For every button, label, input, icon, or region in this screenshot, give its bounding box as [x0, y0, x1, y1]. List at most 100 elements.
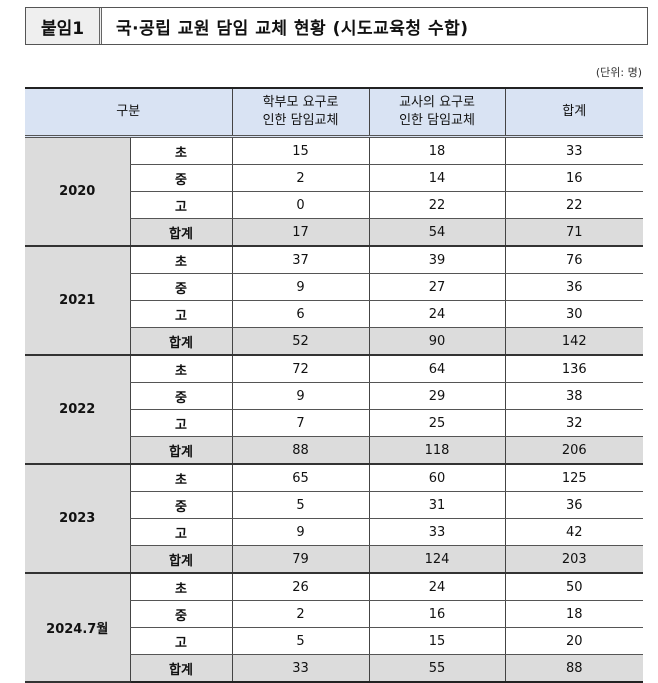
teacher-request-cell: 24 [368, 300, 506, 328]
year-cell: 2020 [25, 136, 130, 247]
total-cell: 20 [504, 627, 644, 655]
teacher-request-cell: 25 [368, 409, 506, 437]
parent-request-cell: 9 [231, 518, 370, 546]
school-level-cell: 초 [129, 573, 233, 601]
parent-request-cell: 33 [231, 654, 370, 683]
table-row: 고 5 15 20 [25, 627, 644, 655]
parent-request-cell: 26 [231, 573, 370, 601]
table-row: 고 7 25 32 [25, 409, 644, 437]
table-row-subtotal: 합계 33 55 88 [25, 654, 644, 683]
school-level-cell: 고 [129, 191, 233, 219]
parent-request-cell: 65 [231, 464, 370, 492]
teacher-request-cell: 16 [368, 600, 506, 628]
table-row: 2020 초 15 18 33 [25, 136, 644, 247]
total-cell: 42 [504, 518, 644, 546]
table-row-subtotal: 합계 88 118 206 [25, 436, 644, 465]
total-cell: 50 [504, 573, 644, 601]
table-row: 2021 초 37 39 76 [25, 246, 644, 356]
parent-request-cell: 7 [231, 409, 370, 437]
attachment-label: 붙임1 [26, 8, 102, 44]
teacher-request-cell: 27 [368, 273, 506, 301]
table-row-subtotal: 합계 52 90 142 [25, 327, 644, 356]
table-row: 고 0 22 22 [25, 191, 644, 219]
teacher-request-cell: 124 [368, 545, 506, 574]
parent-request-cell: 5 [231, 491, 370, 519]
teacher-request-cell: 118 [368, 436, 506, 465]
school-level-cell: 합계 [129, 218, 233, 247]
header-parent-request: 학부모 요구로 인한 담임교체 [231, 87, 370, 138]
unit-note: (단위: 명) [595, 66, 642, 79]
school-level-cell: 중 [129, 600, 233, 628]
year-cell: 2022 [25, 355, 130, 465]
parent-request-cell: 52 [231, 327, 370, 356]
table-row-subtotal: 합계 17 54 71 [25, 218, 644, 247]
teacher-request-cell: 39 [368, 246, 506, 274]
header-teacher-request: 교사의 요구로 인한 담임교체 [368, 87, 506, 138]
parent-request-cell: 6 [231, 300, 370, 328]
teacher-request-cell: 60 [368, 464, 506, 492]
parent-request-cell: 79 [231, 545, 370, 574]
teacher-request-cell: 33 [368, 518, 506, 546]
table-row: 중 9 29 38 [25, 382, 644, 410]
homeroom-replacement-table: 구분 학부모 요구로 인한 담임교체 교사의 요구로 인한 담임교체 합계 2020… [25, 87, 644, 683]
table-row: 2022 초 72 64 136 [25, 355, 644, 465]
year-cell: 2021 [25, 246, 130, 356]
total-cell: 38 [504, 382, 644, 410]
teacher-request-cell: 29 [368, 382, 506, 410]
header-category: 구분 [25, 87, 233, 138]
table-header-row: 구분 학부모 요구로 인한 담임교체 교사의 요구로 인한 담임교체 합계 [25, 87, 644, 138]
total-cell: 36 [504, 273, 644, 301]
teacher-request-cell: 15 [368, 627, 506, 655]
total-cell: 22 [504, 191, 644, 219]
table-row: 중 2 14 16 [25, 164, 644, 192]
teacher-request-cell: 54 [368, 218, 506, 247]
table-row: 2024.7월 초 26 24 50 [25, 573, 644, 683]
total-cell: 32 [504, 409, 644, 437]
teacher-request-cell: 31 [368, 491, 506, 519]
table-row: 고 6 24 30 [25, 300, 644, 328]
teacher-request-cell: 24 [368, 573, 506, 601]
parent-request-cell: 37 [231, 246, 370, 274]
school-level-cell: 합계 [129, 545, 233, 574]
school-level-cell: 합계 [129, 654, 233, 683]
teacher-request-cell: 18 [368, 136, 506, 165]
total-cell: 36 [504, 491, 644, 519]
total-cell: 16 [504, 164, 644, 192]
table-row: 2023 초 65 60 125 [25, 464, 644, 574]
school-level-cell: 초 [129, 136, 233, 165]
total-cell: 203 [504, 545, 644, 574]
parent-request-cell: 0 [231, 191, 370, 219]
parent-request-cell: 2 [231, 164, 370, 192]
parent-request-cell: 15 [231, 136, 370, 165]
teacher-request-cell: 90 [368, 327, 506, 356]
teacher-request-cell: 64 [368, 355, 506, 383]
parent-request-cell: 5 [231, 627, 370, 655]
title-box: 붙임1 국·공립 교원 담임 교체 현황 (시도교육청 수합) [25, 7, 648, 45]
total-cell: 136 [504, 355, 644, 383]
school-level-cell: 초 [129, 355, 233, 383]
school-level-cell: 중 [129, 273, 233, 301]
table-row: 중 9 27 36 [25, 273, 644, 301]
table-row-subtotal: 합계 79 124 203 [25, 545, 644, 574]
school-level-cell: 고 [129, 409, 233, 437]
parent-request-cell: 9 [231, 382, 370, 410]
school-level-cell: 중 [129, 164, 233, 192]
teacher-request-cell: 55 [368, 654, 506, 683]
school-level-cell: 초 [129, 464, 233, 492]
table-row: 중 5 31 36 [25, 491, 644, 519]
year-cell: 2023 [25, 464, 130, 574]
parent-request-cell: 2 [231, 600, 370, 628]
school-level-cell: 중 [129, 491, 233, 519]
school-level-cell: 합계 [129, 436, 233, 465]
teacher-request-cell: 14 [368, 164, 506, 192]
parent-request-cell: 88 [231, 436, 370, 465]
table-row: 중 2 16 18 [25, 600, 644, 628]
year-cell: 2024.7월 [25, 573, 130, 683]
table-row: 고 9 33 42 [25, 518, 644, 546]
school-level-cell: 중 [129, 382, 233, 410]
total-cell: 142 [504, 327, 644, 356]
parent-request-cell: 9 [231, 273, 370, 301]
document-title: 국·공립 교원 담임 교체 현황 (시도교육청 수합) [116, 18, 469, 39]
total-cell: 76 [504, 246, 644, 274]
total-cell: 206 [504, 436, 644, 465]
